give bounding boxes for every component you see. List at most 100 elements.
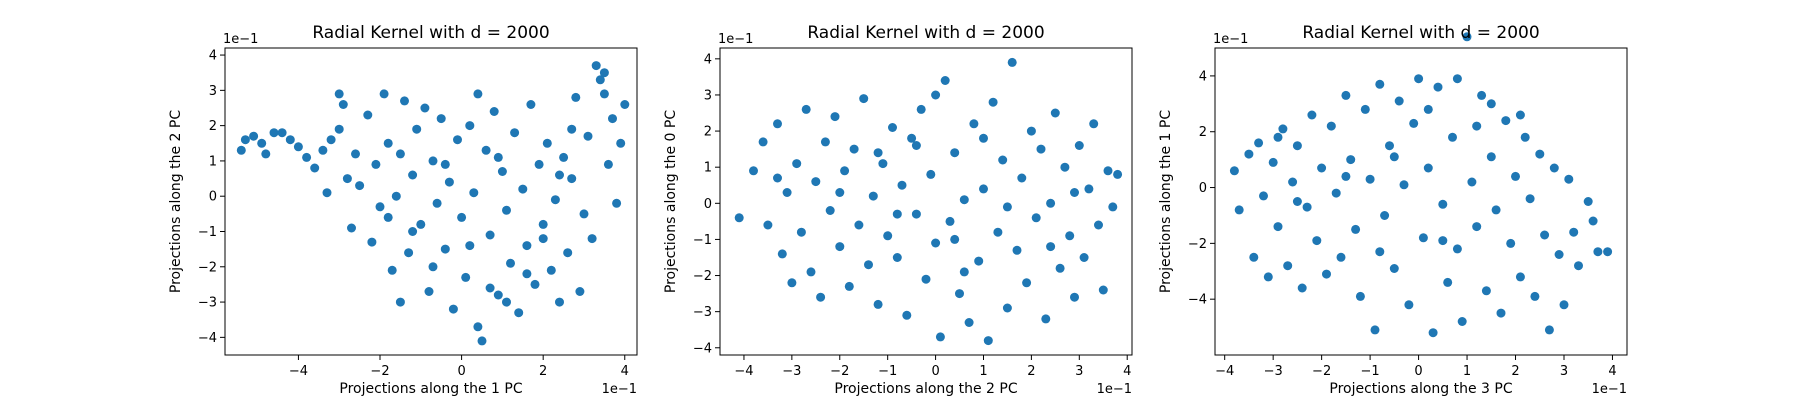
data-point bbox=[1491, 205, 1501, 215]
x-tick-label: −3 bbox=[782, 364, 801, 379]
data-point bbox=[911, 141, 921, 150]
data-point bbox=[579, 209, 589, 219]
data-point bbox=[1292, 141, 1302, 151]
data-point bbox=[1448, 132, 1457, 142]
data-point bbox=[502, 205, 511, 215]
data-point bbox=[907, 133, 917, 143]
data-point bbox=[473, 89, 483, 99]
data-point bbox=[489, 107, 499, 116]
data-point bbox=[1389, 152, 1399, 162]
data-point bbox=[1515, 272, 1525, 282]
data-point bbox=[888, 123, 897, 132]
data-point bbox=[835, 242, 845, 252]
data-point bbox=[416, 219, 426, 229]
data-point bbox=[599, 68, 609, 78]
data-point bbox=[1380, 211, 1390, 220]
data-point bbox=[461, 272, 471, 282]
data-point bbox=[261, 149, 271, 159]
data-point bbox=[530, 279, 540, 289]
data-point bbox=[395, 297, 405, 307]
data-point bbox=[473, 322, 483, 332]
data-point bbox=[1472, 121, 1482, 131]
scatter-panel-2: −4 −3 −2 −1 0 1 2 3 4 −4 −3 −2 −1 0 1 2 3 4 Radial Kernel … bbox=[663, 23, 1133, 397]
data-point bbox=[538, 234, 548, 244]
data-point bbox=[502, 297, 511, 307]
data-point bbox=[506, 258, 515, 268]
data-point bbox=[1234, 205, 1244, 215]
chart-title: Radial Kernel with d = 2000 bbox=[807, 23, 1044, 43]
data-point bbox=[1283, 261, 1293, 271]
data-point bbox=[555, 297, 564, 307]
data-point bbox=[481, 145, 491, 155]
y-axis-label: Projections along the 2 PC bbox=[168, 110, 184, 293]
y-axis-label: Projections along the 0 PC bbox=[663, 110, 679, 293]
data-point bbox=[493, 152, 503, 162]
data-point bbox=[440, 159, 450, 169]
data-point bbox=[773, 119, 782, 129]
data-point bbox=[1307, 110, 1317, 120]
data-point bbox=[293, 142, 303, 152]
y-tick-label: −4 bbox=[1188, 293, 1207, 308]
data-point bbox=[1588, 216, 1598, 226]
y-tick-label: 4 bbox=[704, 52, 712, 67]
data-point bbox=[883, 231, 893, 241]
data-point bbox=[1414, 74, 1424, 84]
data-point bbox=[465, 241, 475, 251]
x-tick-label: 1 bbox=[1463, 364, 1471, 379]
data-point bbox=[1288, 177, 1298, 187]
data-point bbox=[1389, 264, 1399, 273]
data-point bbox=[534, 159, 544, 169]
data-point bbox=[367, 237, 377, 247]
data-point bbox=[1229, 166, 1239, 176]
data-point bbox=[1046, 198, 1056, 208]
data-point bbox=[1486, 99, 1496, 109]
x-tick-label: −1 bbox=[1361, 364, 1380, 379]
x-tick-label: 3 bbox=[1560, 364, 1568, 379]
data-point bbox=[974, 256, 984, 266]
data-point bbox=[1501, 116, 1511, 126]
scatter-panel-3: −4 −3 −2 −1 0 1 2 3 4 −4 −2 0 2 4 Radial Kernel with d… bbox=[1158, 23, 1628, 397]
data-point bbox=[538, 219, 548, 229]
data-point bbox=[1273, 132, 1283, 142]
data-point bbox=[326, 135, 336, 145]
data-point bbox=[806, 267, 816, 277]
data-point bbox=[1012, 245, 1022, 255]
data-point bbox=[351, 149, 360, 159]
data-point bbox=[1074, 141, 1084, 150]
data-point bbox=[387, 265, 397, 275]
data-point bbox=[453, 135, 462, 145]
data-point bbox=[1375, 79, 1385, 89]
x-tick-label: −4 bbox=[1215, 364, 1234, 379]
data-point bbox=[773, 173, 782, 183]
data-point bbox=[1278, 124, 1288, 134]
data-point bbox=[1477, 90, 1487, 100]
data-point bbox=[526, 100, 536, 109]
data-point bbox=[420, 103, 430, 113]
data-point bbox=[469, 188, 479, 198]
data-point bbox=[391, 191, 401, 201]
data-point bbox=[950, 234, 960, 244]
data-point bbox=[546, 265, 556, 275]
data-point bbox=[1108, 202, 1118, 212]
data-point bbox=[1428, 328, 1438, 338]
y-offset-label: 1e−1 bbox=[1213, 32, 1248, 47]
x-tick-label: −3 bbox=[1264, 364, 1283, 379]
x-axis-label: Projections along the 1 PC bbox=[339, 381, 522, 397]
data-point bbox=[1559, 300, 1569, 310]
data-point bbox=[1026, 126, 1036, 136]
y-tick-label: 3 bbox=[704, 88, 712, 103]
data-points bbox=[1229, 32, 1613, 338]
x-axis-label: Projections along the 2 PC bbox=[834, 381, 1017, 397]
data-point bbox=[945, 216, 955, 226]
x-tick-label: 2 bbox=[539, 364, 547, 379]
data-point bbox=[1355, 291, 1365, 301]
data-point bbox=[567, 124, 577, 134]
data-point bbox=[1544, 325, 1554, 335]
data-point bbox=[1070, 188, 1079, 197]
data-point bbox=[820, 137, 830, 147]
y-tick-label: −4 bbox=[198, 331, 217, 346]
y-tick-label: −2 bbox=[693, 269, 712, 284]
y-tick-label: −2 bbox=[198, 260, 217, 275]
x-tick-label: 1 bbox=[979, 364, 987, 379]
data-point bbox=[849, 144, 859, 154]
